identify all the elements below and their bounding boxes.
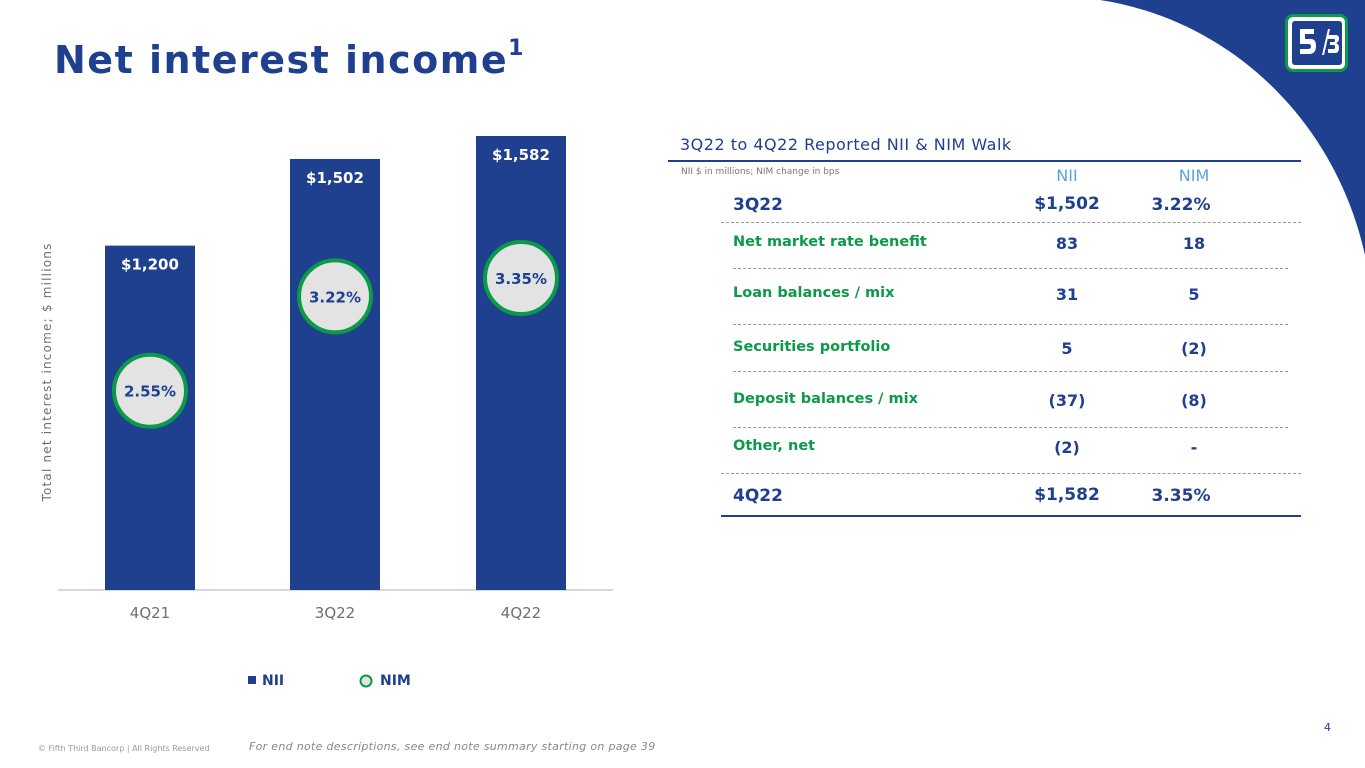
walk-row-nim: (8): [1181, 391, 1207, 410]
nim-value-label: 2.55%: [124, 383, 176, 401]
copyright-text: © Fifth Third Bancorp | All Rights Reser…: [38, 744, 210, 753]
bar-value-label: $1,502: [306, 169, 364, 187]
nim-value-label: 3.35%: [495, 270, 547, 288]
legend-nii-marker: [248, 676, 256, 684]
walk-end-label: 4Q22: [733, 486, 783, 506]
legend-nim-label: NIM: [380, 673, 411, 689]
walk-start-label: 3Q22: [733, 195, 783, 215]
walk-title-rule: [668, 160, 1301, 162]
title-footnote-marker: 1: [508, 36, 525, 62]
y-axis-label: Total net interest income; $ millions: [40, 242, 54, 502]
walk-row-nii: 83: [1055, 234, 1079, 253]
bar-value-label: $1,200: [121, 256, 179, 274]
walk-row-label: Loan balances / mix: [733, 285, 895, 301]
column-header-nim: NIM: [1178, 166, 1210, 185]
walk-end-nii: $1,582: [1034, 485, 1100, 505]
x-tick-label: 4Q21: [130, 604, 170, 622]
nim-bubble: [483, 240, 559, 317]
walk-row-nim: (2): [1181, 339, 1207, 358]
walk-row-label: Net market rate benefit: [733, 234, 927, 250]
walk-start-nii: $1,502: [1034, 194, 1100, 214]
walk-bottom-rule: [721, 515, 1301, 517]
walk-row-nii: (37): [1048, 391, 1086, 410]
divider: [733, 268, 1288, 269]
logo-mark-icon: [1291, 21, 1342, 65]
walk-row-label: Deposit balances / mix: [733, 391, 918, 407]
fifth-third-logo: [1285, 14, 1348, 72]
bar-value-label: $1,582: [492, 146, 550, 164]
page-number: 4: [1324, 721, 1331, 734]
nim-bubble: [112, 352, 188, 429]
legend-nii-label: NII: [262, 673, 284, 689]
divider: [721, 473, 1301, 474]
walk-row-nii: (2): [1054, 438, 1080, 457]
nim-value-label: 3.22%: [309, 288, 361, 306]
endnote-text: For end note descriptions, see end note …: [249, 740, 656, 753]
walk-row-nim: 18: [1182, 234, 1206, 253]
walk-row-label: Other, net: [733, 438, 816, 454]
legend-nim-marker: [359, 674, 373, 688]
walk-end-nim: 3.35%: [1151, 486, 1211, 506]
walk-row-label: Securities portfolio: [733, 339, 891, 355]
bar-nii: [290, 158, 380, 590]
divider: [721, 222, 1301, 223]
walk-row-nim: -: [1190, 438, 1198, 457]
x-tick-label: 4Q22: [501, 604, 541, 622]
page-title: Net interest income1: [54, 36, 525, 82]
walk-units-note: NII $ in millions; NIM change in bps: [681, 167, 840, 177]
divider: [733, 371, 1288, 372]
walk-row-nim: 5: [1188, 285, 1200, 304]
bar-nii: [476, 136, 566, 590]
column-header-nii: NII: [1056, 166, 1078, 185]
divider: [733, 324, 1288, 325]
divider: [733, 427, 1288, 428]
walk-start-nim: 3.22%: [1151, 195, 1211, 215]
nim-bubble: [297, 258, 373, 335]
x-tick-label: 3Q22: [315, 604, 355, 622]
walk-row-nii: 31: [1055, 285, 1079, 304]
walk-row-nii: 5: [1061, 339, 1073, 358]
walk-title: 3Q22 to 4Q22 Reported NII & NIM Walk: [680, 135, 1012, 154]
